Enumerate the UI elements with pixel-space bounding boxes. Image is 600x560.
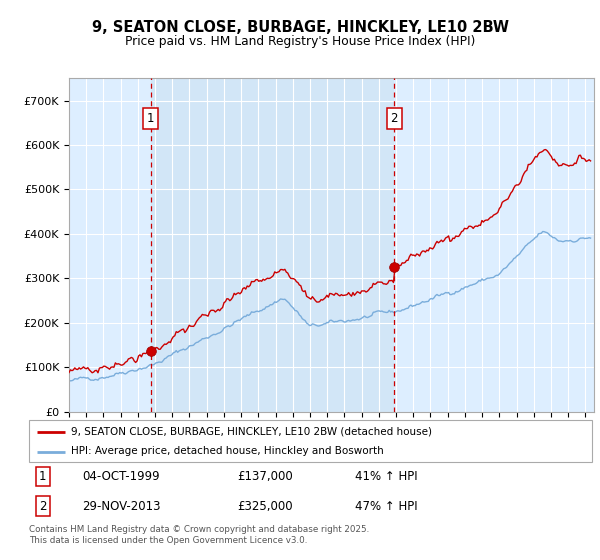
Text: 29-NOV-2013: 29-NOV-2013 (82, 500, 161, 513)
Text: Contains HM Land Registry data © Crown copyright and database right 2025.
This d: Contains HM Land Registry data © Crown c… (29, 525, 369, 545)
Text: 04-OCT-1999: 04-OCT-1999 (82, 470, 160, 483)
Text: 41% ↑ HPI: 41% ↑ HPI (355, 470, 418, 483)
Text: 47% ↑ HPI: 47% ↑ HPI (355, 500, 418, 513)
Text: £137,000: £137,000 (237, 470, 293, 483)
Text: 1: 1 (39, 470, 47, 483)
Text: HPI: Average price, detached house, Hinckley and Bosworth: HPI: Average price, detached house, Hinc… (71, 446, 384, 456)
Text: 2: 2 (391, 112, 398, 125)
Text: £325,000: £325,000 (237, 500, 293, 513)
Bar (151, 78, 394, 412)
Text: 9, SEATON CLOSE, BURBAGE, HINCKLEY, LE10 2BW (detached house): 9, SEATON CLOSE, BURBAGE, HINCKLEY, LE10… (71, 427, 432, 437)
FancyBboxPatch shape (29, 420, 592, 462)
Text: 2: 2 (39, 500, 47, 513)
Text: 9, SEATON CLOSE, BURBAGE, HINCKLEY, LE10 2BW: 9, SEATON CLOSE, BURBAGE, HINCKLEY, LE10… (91, 20, 509, 35)
Text: Price paid vs. HM Land Registry's House Price Index (HPI): Price paid vs. HM Land Registry's House … (125, 35, 475, 48)
Text: 1: 1 (147, 112, 155, 125)
